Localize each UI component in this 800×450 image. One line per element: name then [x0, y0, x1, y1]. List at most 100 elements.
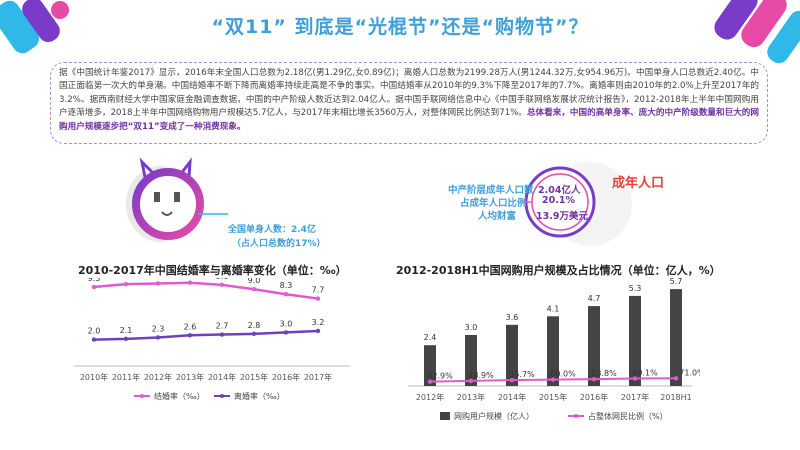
x-tick-label: 2014年	[498, 392, 526, 402]
data-point	[219, 332, 225, 337]
paragraph-highlight: 总体看来，中国的高单身率、庞大的中产阶级数量和巨大的网购用户规模逐步把“双11”…	[59, 108, 759, 132]
x-tick-label: 2013年	[457, 392, 485, 402]
share-value-label: 60.0%	[550, 370, 576, 379]
page-title: “双11” 到底是“光棍节”还是“购物节”？	[211, 16, 589, 38]
data-label: 3.2	[312, 318, 325, 327]
bar-value-label: 4.1	[547, 304, 560, 313]
share-point	[427, 379, 433, 384]
x-tick-label: 2015年	[240, 372, 268, 382]
online-shopping-bar-chart: 2.4 2012年 3.0 2013年 3.6 2014年 4.1 2015年 4.7 2016年…	[408, 278, 700, 421]
middle-value-b: 20.1%	[542, 195, 575, 206]
legend-marker-share	[574, 414, 578, 418]
bar	[424, 345, 436, 386]
data-label: 9.6	[216, 278, 229, 281]
share-point	[591, 376, 597, 382]
share-point	[673, 376, 679, 381]
x-tick-label: 2011年	[112, 372, 140, 382]
bar-value-label: 5.7	[670, 278, 683, 286]
share-point	[550, 377, 556, 382]
bar-value-label: 4.7	[588, 294, 601, 303]
single-label-2: （占人口总数的17%）	[232, 239, 326, 249]
x-tick-label: 2013年	[176, 372, 204, 382]
data-point	[283, 292, 289, 297]
bar-value-label: 3.6	[506, 313, 519, 322]
middle-label-b: 占成年人口比例	[460, 198, 527, 209]
paragraph-text: 据《中国统计年鉴2017》显示，2016年末全国人口总数为2.18亿(男1.29…	[59, 68, 759, 119]
data-point	[283, 330, 289, 335]
middle-label-c: 人均财富	[478, 211, 517, 222]
x-tick-label: 2010年	[80, 372, 108, 382]
x-tick-label: 2012年	[144, 372, 172, 382]
data-point	[187, 280, 193, 285]
data-label: 9.3	[88, 278, 101, 283]
x-tick-label: 2016年	[272, 372, 300, 382]
middle-value-c: 13.9万美元	[536, 211, 588, 222]
share-value-label: 42.9%	[427, 372, 453, 381]
data-label: 2.6	[184, 322, 197, 331]
data-point	[91, 284, 97, 290]
data-label: 2.3	[152, 324, 165, 333]
share-point	[632, 376, 638, 381]
bar	[506, 324, 518, 386]
middle-class-graphic: 中产阶层成年人口数 占成年人口比例 人均财富 2.04亿人 20.1% 13.9…	[420, 152, 690, 252]
data-label: 2.8	[248, 321, 261, 330]
ring-icon	[524, 162, 632, 246]
data-point	[251, 287, 257, 292]
x-tick-label: 2014年	[208, 372, 236, 382]
x-tick-label: 2012年	[416, 392, 444, 402]
data-label: 2.1	[120, 326, 133, 335]
marriage-divorce-line-chart: 2010年 2011年 2012年 2013年 2014年 2015年 2016年 2017年…	[74, 278, 350, 401]
data-label: 2.0	[88, 327, 101, 336]
data-point	[315, 296, 321, 301]
legend-label: 离婚率（‰）	[234, 391, 285, 401]
data-label: 9.8	[152, 278, 165, 279]
data-point	[123, 281, 129, 287]
bar-value-label: 2.4	[424, 333, 437, 342]
data-point	[315, 328, 321, 334]
single-population-graphic: 全国单身人数：2.4亿 （占人口总数的17%）	[120, 152, 360, 252]
data-point	[155, 281, 161, 286]
share-value-label: 55.7%	[509, 370, 535, 379]
cat-icon	[126, 157, 228, 242]
data-label: 2.7	[216, 322, 229, 331]
x-tick-label: 2017年	[621, 392, 649, 402]
legend-swatch-bars	[440, 412, 450, 420]
bar	[588, 306, 600, 386]
data-label: 3.0	[280, 319, 293, 328]
middle-label-a: 中产阶层成年人口数	[448, 185, 534, 196]
data-label: 7.7	[312, 286, 325, 295]
legend-label-share: 占整体网民比例（%）	[588, 411, 668, 421]
data-label: 9.0	[248, 278, 261, 285]
legend-marker	[220, 394, 224, 398]
summary-paragraph: 据《中国统计年鉴2017》显示，2016年末全国人口总数为2.18亿(男1.29…	[50, 62, 768, 144]
series-line-divorce	[93, 329, 319, 341]
bar	[547, 316, 559, 386]
x-tick-label: 2018H1	[660, 393, 691, 402]
legend-marker	[140, 394, 144, 398]
bar	[670, 289, 682, 386]
data-label: 8.3	[280, 281, 293, 290]
middle-value-a: 2.04亿人	[538, 185, 581, 196]
bar	[465, 335, 477, 386]
x-tick-label: 2015年	[539, 392, 567, 402]
data-point	[187, 333, 193, 338]
share-point	[468, 378, 474, 384]
chart1-title: 2010-2017年中国结婚率与离婚率变化（单位：‰）	[78, 264, 347, 277]
middle-side-label: 成年人口	[612, 176, 665, 191]
data-point	[91, 337, 97, 342]
decor-top-left	[0, 0, 69, 54]
bar	[629, 295, 641, 386]
bar-value-label: 5.3	[629, 284, 642, 293]
legend-label-bars: 网购用户规模（亿人）	[454, 411, 534, 421]
series-line-marriage	[93, 281, 319, 300]
share-value-label: 48.9%	[468, 371, 494, 380]
data-point	[155, 335, 161, 340]
data-label: 9.9	[184, 278, 197, 279]
data-point	[219, 282, 225, 288]
data-label: 9.7	[120, 278, 133, 280]
share-value-label: 63.8%	[591, 369, 617, 378]
single-label-1: 全国单身人数：2.4亿	[228, 225, 316, 235]
chart2-title: 2012-2018H1中国网购用户规模及占比情况（单位：亿人，%）	[396, 264, 721, 277]
legend-label: 结婚率（‰）	[154, 391, 205, 401]
bar-value-label: 3.0	[465, 323, 478, 332]
